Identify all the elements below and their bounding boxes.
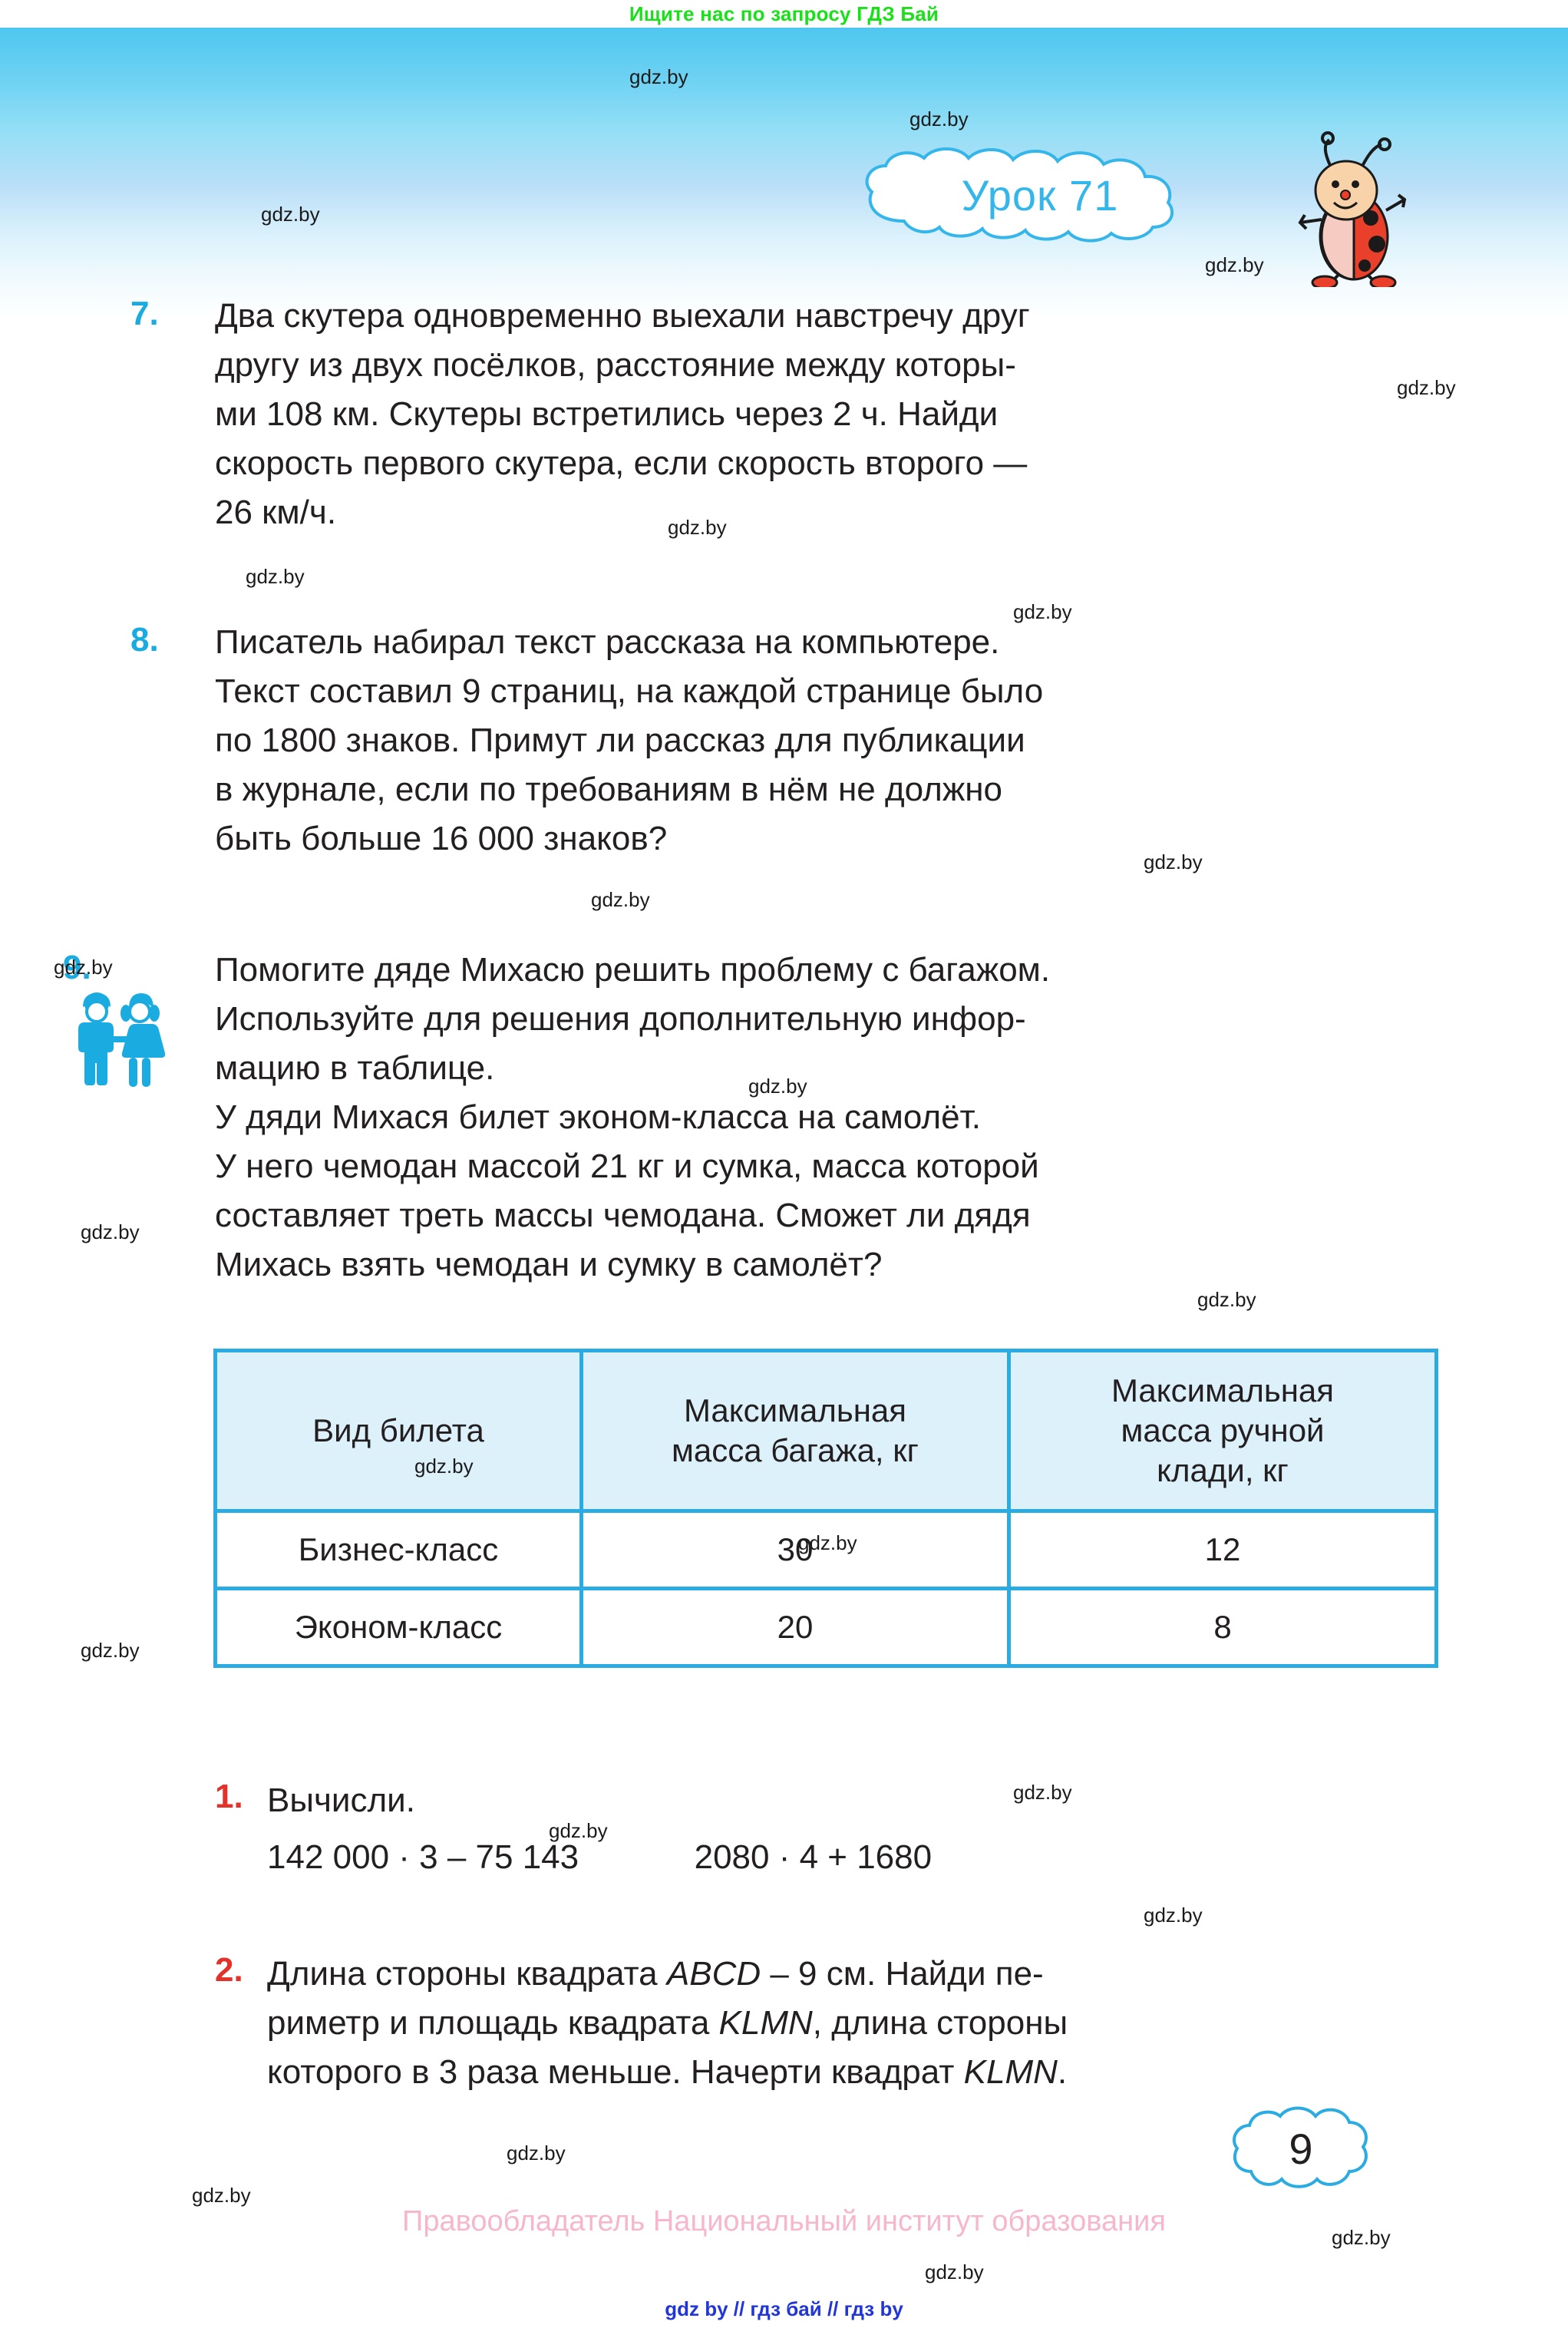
table-header-row: Вид билета Максимальная масса багажа, кг… <box>213 1349 1438 1513</box>
exercise-7: 7. Два скутера одновременно выехали навс… <box>130 292 1405 537</box>
table-cell-economy-type: Эконом-класс <box>213 1587 583 1668</box>
homework-item-2: 2. Длина стороны квадрата ABCD – 9 см. Н… <box>215 1950 1412 2097</box>
page-number-text: 9 <box>1289 2124 1313 2173</box>
homework-item-1-title: Вычисли. <box>267 1782 415 1819</box>
watermark-gdz: gdz.by <box>81 1639 140 1662</box>
page-number-cloud: 9 <box>1228 2098 1374 2199</box>
expression-1: 142 000 · 3 – 75 143 <box>267 1838 579 1876</box>
exercise-8-text: Писатель набирал текст рассказа на компь… <box>215 618 1405 864</box>
homework-item-2-line-2: риметр и площадь квадрата KLMN, длина ст… <box>267 2004 1068 2042</box>
ladybug-icon <box>1274 129 1420 287</box>
exercise-9-text: Помогите дяде Михасю решить проблему с б… <box>215 946 1405 1290</box>
table-cell-economy-carryon: 8 <box>1007 1587 1438 1668</box>
table-cell-business-type: Бизнес-класс <box>213 1509 583 1590</box>
exercise-8-line-4: в журнале, если по требованиям в нём не … <box>215 771 1003 808</box>
expression-2: 2080 · 4 + 1680 <box>694 1838 933 1876</box>
exercise-9: 9. Помогите дяде Михасю решить проблему … <box>63 946 1405 1290</box>
exercise-9-line-2: Используйте для решения дополнительную и… <box>215 1000 1026 1038</box>
promo-banner: Ищите нас по запросу ГДЗ Бай <box>0 0 1568 28</box>
homework-item-2-number: 2. <box>215 1951 243 1989</box>
exercise-7-line-2: другу из двух посёлков, расстояние между… <box>215 346 1016 384</box>
watermark-gdz: gdz.by <box>1197 1288 1256 1311</box>
table-row: Бизнес-класс 30 12 <box>213 1509 1438 1590</box>
homework-item-2-line-3: которого в 3 раза меньше. Начерти квадра… <box>267 2053 1068 2091</box>
exercise-8-line-1: Писатель набирал текст рассказа на компь… <box>215 623 1000 661</box>
homework-item-1: 1. Вычисли. 142 000 · 3 – 75 143 2080 · … <box>215 1776 1412 1882</box>
watermark-gdz: gdz.by <box>1397 376 1456 399</box>
exercise-9-number: 9. <box>63 949 91 986</box>
exercise-9-line-3: мацию в таблице. <box>215 1049 495 1087</box>
table-cell-business-carryon: 12 <box>1007 1509 1438 1590</box>
exercise-9-line-7: Михась взять чемодан и сумку в самолёт? <box>215 1246 883 1283</box>
exercise-8-line-2: Текст составил 9 страниц, на каждой стра… <box>215 672 1044 710</box>
exercise-7-line-4: скорость первого скутера, если скорость … <box>215 444 1028 482</box>
bottom-links: gdz by // гдз бай // гдз by <box>665 2297 903 2320</box>
table-header-max-baggage: Максимальная масса багажа, кг <box>579 1349 1011 1513</box>
exercise-7-line-5: 26 км/ч. <box>215 494 337 531</box>
copyright-notice: Правообладатель Национальный институт об… <box>402 2205 1166 2237</box>
exercise-9-line-6: составляет треть массы чемодана. Сможет … <box>215 1197 1031 1234</box>
watermark-gdz: gdz.by <box>246 565 305 588</box>
watermark-gdz: gdz.by <box>507 2142 566 2165</box>
exercise-7-number: 7. <box>130 295 159 332</box>
watermark-gdz: gdz.by <box>591 888 650 911</box>
exercise-9-line-5: У него чемодан массой 21 кг и сумка, мас… <box>215 1148 1039 1185</box>
watermark-gdz: gdz.by <box>925 2260 984 2284</box>
homework-item-2-body: Длина стороны квадрата ABCD – 9 см. Найд… <box>267 1950 1412 2097</box>
watermark-gdz: gdz.by <box>192 2184 251 2207</box>
exercise-8-number: 8. <box>130 621 159 659</box>
exercise-8-line-5: быть больше 16 000 знаков? <box>215 820 668 857</box>
table-row: Эконом-класс 20 8 <box>213 1587 1438 1668</box>
lesson-title-cloud: Урок 71 <box>852 144 1228 246</box>
exercise-8: 8. Писатель набирал текст рассказа на ко… <box>130 618 1405 864</box>
exercise-7-line-3: ми 108 км. Скутеры встретились через 2 ч… <box>215 395 999 433</box>
baggage-limits-table: Вид билета Максимальная масса багажа, кг… <box>213 1349 1438 1668</box>
promo-banner-text: Ищите нас по запросу ГДЗ Бай <box>629 2 939 25</box>
table-cell-economy-baggage: 20 <box>579 1587 1011 1668</box>
watermark-gdz: gdz.by <box>1144 1904 1203 1927</box>
two-children-icon <box>68 989 167 1102</box>
exercise-7-text: Два скутера одновременно выехали навстре… <box>215 292 1405 537</box>
homework-item-1-body: Вычисли. 142 000 · 3 – 75 143 2080 · 4 +… <box>267 1776 1412 1882</box>
homework-item-1-expressions: 142 000 · 3 – 75 143 2080 · 4 + 1680 <box>267 1833 1412 1882</box>
exercise-9-line-1: Помогите дяде Михасю решить проблему с б… <box>215 951 1051 989</box>
table-header-ticket-type: Вид билета <box>213 1349 583 1513</box>
homework-item-2-line-1: Длина стороны квадрата ABCD – 9 см. Найд… <box>267 1955 1044 1993</box>
spacer <box>267 1825 1412 1833</box>
exercise-9-line-4: У дяди Михася билет эконом-класса на сам… <box>215 1098 982 1136</box>
table-header-max-carryon: Максимальная масса ручной клади, кг <box>1007 1349 1438 1513</box>
lesson-title-text: Урок 71 <box>961 170 1119 220</box>
sky-gradient-background <box>0 28 1568 319</box>
homework-item-1-number: 1. <box>215 1778 243 1815</box>
table-cell-business-baggage: 30 <box>579 1509 1011 1590</box>
exercise-8-line-3: по 1800 знаков. Примут ли рассказ для пу… <box>215 722 1025 759</box>
exercise-7-line-1: Два скутера одновременно выехали навстре… <box>215 297 1030 335</box>
